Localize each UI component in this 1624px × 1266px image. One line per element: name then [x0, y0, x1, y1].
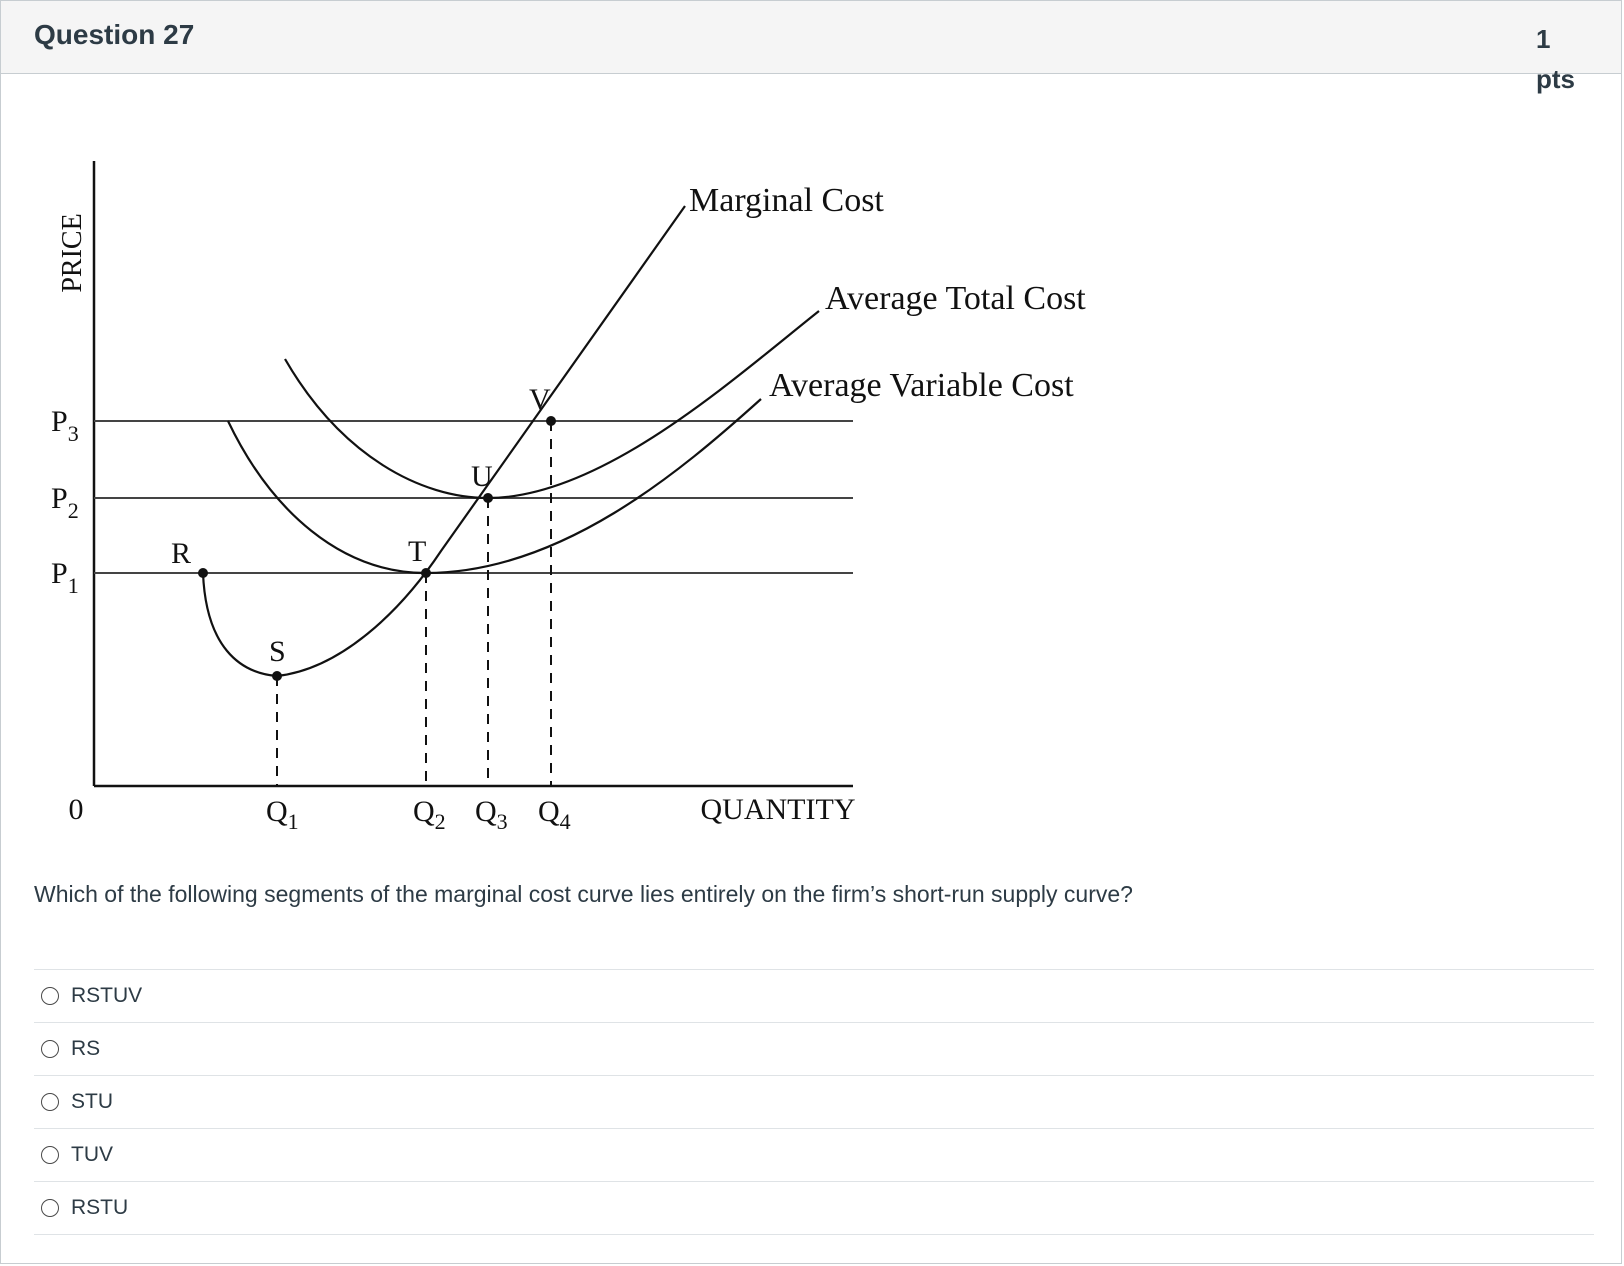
radio-button[interactable]: [41, 1093, 59, 1111]
svg-text:P1: P1: [51, 557, 79, 598]
question-header: Question 27 1 pts: [1, 1, 1621, 94]
point-label-t: T: [408, 535, 426, 568]
point-label-r: R: [171, 537, 191, 570]
quantity-label-q4: Q4: [538, 795, 571, 834]
question-text: Which of the following segments of the m…: [34, 881, 1133, 907]
quantity-label-q3: Q3: [475, 795, 508, 834]
svg-text:Q3: Q3: [475, 795, 508, 834]
point-u: [483, 493, 493, 503]
marginal-cost-curve: [201, 205, 686, 678]
answer-option-stu[interactable]: STU: [34, 1076, 1594, 1129]
point-r: [198, 568, 208, 578]
answer-label: RSTU: [71, 1196, 129, 1219]
x-axis-label: QUANTITY: [701, 793, 856, 826]
svg-text:Q4: Q4: [538, 795, 571, 834]
point-t: [421, 568, 431, 578]
svg-text:Q2: Q2: [413, 795, 446, 834]
answer-label: RS: [71, 1037, 101, 1060]
answer-option-rs[interactable]: RS: [34, 1023, 1594, 1076]
answer-option-rstu[interactable]: RSTU: [34, 1182, 1594, 1235]
average-total-cost-label: Average Total Cost: [825, 280, 1086, 317]
price-label-p2: P2: [51, 482, 79, 523]
point-label-u: U: [471, 460, 493, 493]
point-label-s: S: [269, 635, 286, 668]
point-label-v: V: [529, 383, 551, 416]
average-variable-cost-label: Average Variable Cost: [769, 367, 1074, 404]
y-axis-label: PRICE: [57, 213, 88, 292]
answer-list: RSTUV RS STU TUV RSTU: [34, 969, 1594, 1235]
svg-text:Q1: Q1: [266, 795, 299, 834]
answer-label: TUV: [71, 1143, 113, 1166]
answer-label: RSTUV: [71, 984, 143, 1007]
price-label-p3: P3: [51, 405, 79, 446]
svg-text:P3: P3: [51, 405, 79, 446]
cost-curves-figure: PRICE QUANTITY 0 P3 P2 P1 Q1 Q2 Q3: [51, 161, 1086, 834]
point-s: [272, 671, 282, 681]
radio-button[interactable]: [41, 1199, 59, 1217]
answer-option-rstuv[interactable]: RSTUV: [34, 970, 1594, 1023]
points-value: 1 pts: [1536, 24, 1575, 94]
radio-button[interactable]: [41, 987, 59, 1005]
radio-button[interactable]: [41, 1146, 59, 1164]
quantity-label-q1: Q1: [266, 795, 299, 834]
point-v: [546, 416, 556, 426]
answer-label: STU: [71, 1090, 113, 1113]
question-title: Question 27: [34, 19, 195, 50]
average-variable-cost-curve: [227, 398, 762, 575]
marginal-cost-label: Marginal Cost: [689, 182, 884, 219]
price-label-p1: P1: [51, 557, 79, 598]
average-total-cost-curve: [284, 310, 820, 500]
answer-option-tuv[interactable]: TUV: [34, 1129, 1594, 1182]
quantity-label-q2: Q2: [413, 795, 446, 834]
radio-button[interactable]: [41, 1040, 59, 1058]
svg-text:P2: P2: [51, 482, 79, 523]
origin-label: 0: [69, 793, 84, 826]
